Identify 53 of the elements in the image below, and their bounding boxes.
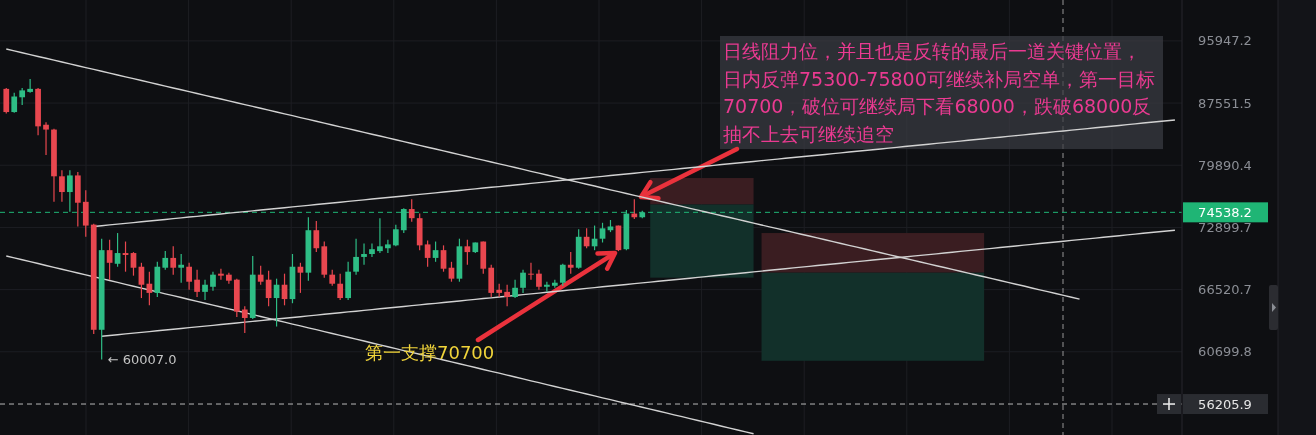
candlestick bbox=[385, 239, 391, 254]
candlestick bbox=[67, 169, 73, 213]
candlestick bbox=[520, 269, 526, 294]
candlestick bbox=[424, 239, 431, 268]
candlestick bbox=[218, 268, 224, 281]
candlestick bbox=[106, 239, 113, 281]
y-tick-label: 60699.8 bbox=[1198, 344, 1252, 360]
candlestick bbox=[559, 263, 566, 287]
candlestick bbox=[408, 198, 415, 223]
candlestick bbox=[114, 232, 121, 268]
candlestick bbox=[440, 244, 447, 273]
annotation: 日线阻力位，并且也是反转的最后一道关键位置，日内反弹75300-75800可继续补局空单，第一目标70700，破位可继续局下看68000，跌破68000反抽不上去可继续追空 bbox=[723, 40, 1155, 146]
candlestick bbox=[122, 240, 129, 273]
candlestick bbox=[392, 224, 399, 247]
candlestick bbox=[170, 245, 177, 276]
candlestick bbox=[544, 281, 550, 293]
candlestick bbox=[528, 262, 534, 281]
candlestick bbox=[27, 78, 33, 94]
candlestick bbox=[400, 207, 407, 234]
candlestick bbox=[432, 240, 439, 263]
y-tick-label: 79890.4 bbox=[1198, 157, 1252, 173]
annotation: ← 60007.0 bbox=[107, 352, 177, 368]
ref-line-label: 74538.2 bbox=[1198, 204, 1252, 220]
candlestick bbox=[11, 92, 18, 114]
candlestick bbox=[353, 238, 359, 276]
candlestick bbox=[369, 242, 375, 258]
candlestick bbox=[512, 279, 518, 299]
ref-line-label: 56205.9 bbox=[1198, 396, 1252, 412]
candlestick bbox=[361, 242, 367, 266]
candlestick bbox=[377, 217, 383, 254]
candlestick bbox=[162, 250, 169, 271]
candlestick bbox=[178, 253, 185, 284]
candlestick bbox=[536, 269, 542, 291]
candlestick bbox=[257, 265, 264, 286]
candlestick bbox=[186, 262, 192, 291]
candlestick bbox=[313, 220, 320, 253]
y-tick-label: 95947.2 bbox=[1198, 33, 1252, 49]
y-tick-label: 72899.7 bbox=[1198, 219, 1252, 235]
candlestick bbox=[194, 269, 200, 298]
candlestick bbox=[599, 222, 606, 244]
candlestick bbox=[504, 284, 510, 307]
y-tick-label: 66520.7 bbox=[1198, 282, 1252, 298]
candlestick bbox=[202, 279, 208, 301]
candlestick bbox=[59, 169, 65, 203]
candlestick bbox=[241, 305, 248, 334]
candlestick bbox=[567, 251, 574, 275]
candlestick bbox=[210, 271, 216, 292]
candlestick bbox=[337, 273, 344, 301]
candlestick bbox=[43, 121, 49, 156]
candlestick bbox=[3, 87, 10, 115]
candlestick bbox=[464, 239, 471, 266]
y-tick-label: 87551.5 bbox=[1198, 95, 1252, 111]
candlestick bbox=[82, 189, 89, 238]
